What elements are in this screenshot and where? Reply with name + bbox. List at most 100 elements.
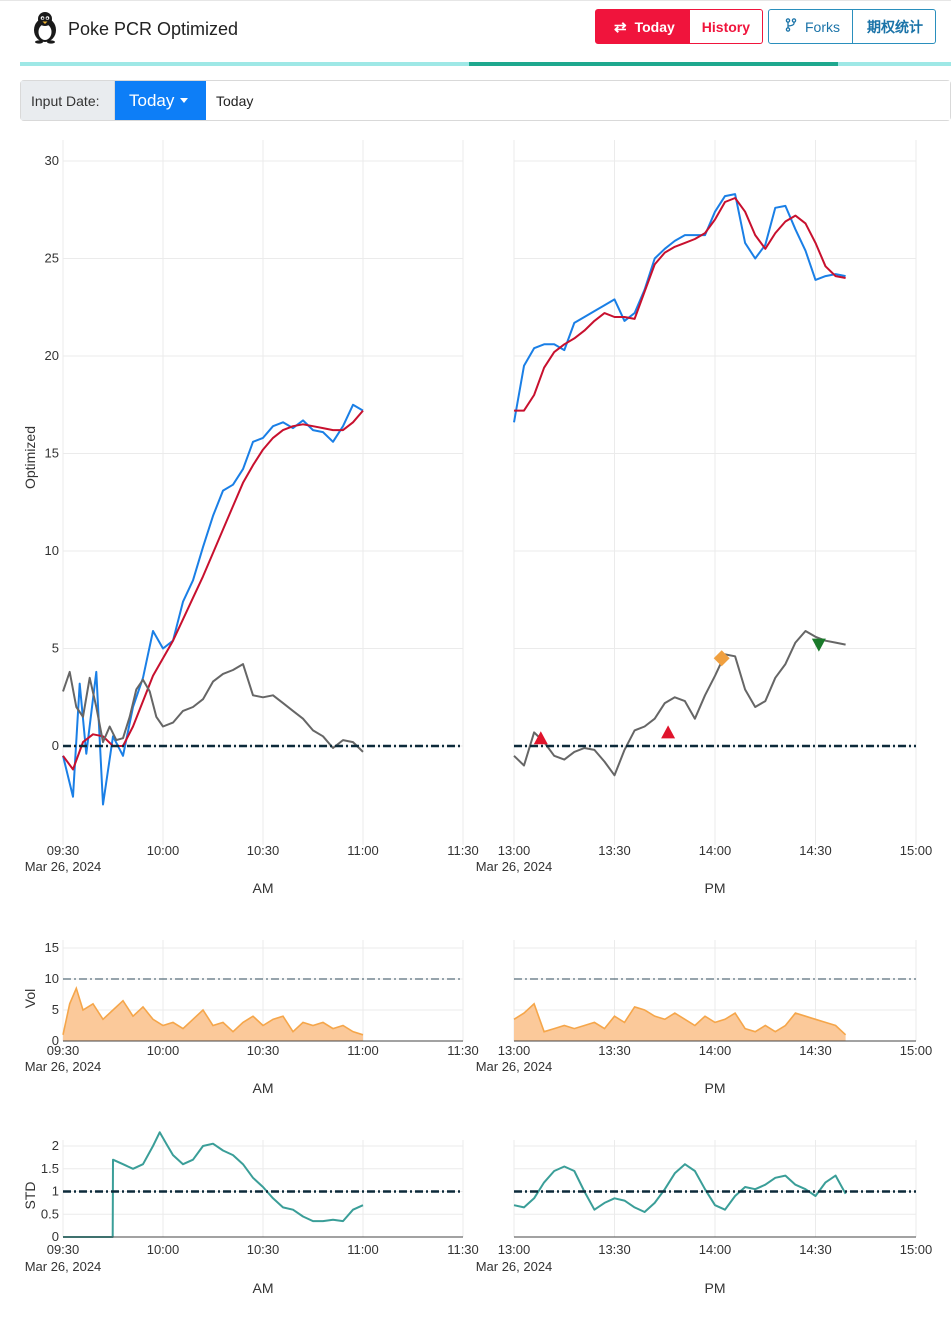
signal-marker-triangle-up — [661, 725, 676, 739]
session-label: PM — [705, 880, 726, 896]
session-label: AM — [253, 880, 274, 896]
x-tick-label: 10:30 — [247, 843, 280, 858]
series-line-1-pm — [514, 197, 846, 412]
history-button[interactable]: History — [689, 9, 764, 44]
x-tick-label: 14:30 — [799, 843, 832, 858]
fork-icon — [785, 18, 797, 35]
x-tick-label: 14:30 — [799, 1043, 832, 1058]
x-tick-label: 10:30 — [247, 1242, 280, 1257]
session-label: AM — [253, 1080, 274, 1096]
x-axis-date-label: Mar 26, 2024 — [476, 1059, 553, 1074]
x-tick-label: 14:00 — [699, 1242, 732, 1257]
x-tick-label: 13:30 — [598, 1242, 631, 1257]
x-tick-label: 10:30 — [247, 1043, 280, 1058]
y-tick-label: 0 — [52, 738, 59, 753]
std-line-pm — [513, 1163, 847, 1213]
x-tick-label: 13:30 — [598, 843, 631, 858]
y-tick-label: 10 — [45, 543, 59, 558]
x-tick-label: 10:00 — [147, 843, 180, 858]
x-axis-date-label: Mar 26, 2024 — [476, 859, 553, 874]
y-tick-label: 15 — [45, 446, 59, 461]
input-date-label: Input Date: — [21, 81, 115, 120]
x-axis-date-label: Mar 26, 2024 — [25, 1059, 102, 1074]
x-tick-label: 11:00 — [347, 1242, 379, 1257]
x-tick-label: 09:30 — [47, 843, 80, 858]
x-tick-label: 11:00 — [347, 1043, 379, 1058]
x-tick-label: 15:00 — [900, 1043, 933, 1058]
x-axis-date-label: Mar 26, 2024 — [476, 1259, 553, 1274]
y-axis-label: Optimized — [22, 426, 38, 489]
loading-progress-fill — [469, 62, 838, 66]
x-tick-label: 13:30 — [598, 1043, 631, 1058]
swap-arrows-icon: ⇄ — [614, 18, 627, 36]
x-tick-label: 13:00 — [498, 843, 531, 858]
y-tick-label: 2 — [52, 1138, 59, 1153]
series-line-2-am — [62, 663, 364, 753]
y-tick-label: 5 — [52, 641, 59, 656]
y-tick-label: 5 — [52, 1002, 59, 1017]
x-tick-label: 10:00 — [147, 1043, 180, 1058]
y-tick-label: 0 — [52, 1033, 59, 1048]
y-tick-label: 30 — [45, 153, 59, 168]
y-tick-label: 25 — [45, 251, 59, 266]
option-stats-button-label: 期权统计 — [867, 18, 923, 35]
app-title: Poke PCR Optimized — [68, 19, 239, 39]
volume-area-am — [63, 988, 363, 1041]
history-button-label: History — [701, 18, 751, 35]
signal-marker-diamond — [713, 650, 730, 667]
today-button-label: Today — [634, 18, 675, 35]
brand[interactable]: Poke PCR Optimized — [28, 10, 238, 49]
x-tick-label: 10:00 — [147, 1242, 180, 1257]
repo-toggle: Forks 期权统计 — [768, 9, 936, 44]
caret-down-icon — [180, 98, 189, 103]
date-input-group: Input Date: Today — [20, 80, 951, 121]
std-line-am — [63, 1131, 364, 1238]
series-line-1-am — [62, 409, 364, 771]
series-line-0-am — [62, 403, 364, 806]
date-dropdown-button[interactable]: Today — [115, 81, 206, 120]
series-line-2-pm — [513, 630, 846, 777]
session-label: AM — [253, 1280, 274, 1296]
x-axis-date-label: Mar 26, 2024 — [25, 1259, 102, 1274]
today-button[interactable]: ⇄ Today — [595, 9, 690, 44]
x-tick-label: 13:00 — [498, 1242, 531, 1257]
forks-button-label: Forks — [805, 18, 840, 35]
x-tick-label: 09:30 — [47, 1043, 80, 1058]
y-tick-label: 0 — [52, 1229, 59, 1244]
x-tick-label: 14:00 — [699, 1043, 732, 1058]
signal-marker-triangle-down — [811, 638, 826, 652]
mode-toggle: ⇄ Today History — [595, 9, 764, 44]
option-stats-button[interactable]: 期权统计 — [853, 9, 936, 44]
x-tick-label: 11:30 — [447, 1242, 479, 1257]
series-line-0-pm — [513, 193, 846, 423]
y-tick-label: 20 — [45, 348, 59, 363]
y-tick-label: 10 — [45, 971, 59, 986]
x-tick-label: 11:00 — [347, 843, 379, 858]
x-tick-label: 15:00 — [900, 1242, 933, 1257]
date-dropdown-label: Today — [129, 90, 175, 110]
y-tick-label: 1.5 — [41, 1161, 59, 1176]
y-axis-label: Vol — [22, 989, 38, 1008]
signal-marker-triangle-up — [533, 731, 548, 745]
x-tick-label: 13:00 — [498, 1043, 531, 1058]
y-tick-label: 15 — [45, 940, 59, 955]
session-label: PM — [705, 1080, 726, 1096]
x-tick-label: 14:00 — [699, 843, 732, 858]
x-axis-date-label: Mar 26, 2024 — [25, 859, 102, 874]
x-tick-label: 14:30 — [799, 1242, 832, 1257]
y-tick-label: 0.5 — [41, 1206, 59, 1221]
volume-line-pm — [513, 1002, 847, 1036]
y-tick-label: 1 — [52, 1184, 59, 1199]
session-label: PM — [705, 1280, 726, 1296]
x-tick-label: 09:30 — [47, 1242, 80, 1257]
date-input[interactable] — [206, 81, 950, 120]
loading-progress-bar — [20, 62, 951, 66]
penguin-logo-icon — [28, 10, 62, 49]
volume-line-am — [62, 985, 364, 1036]
x-tick-label: 11:30 — [447, 843, 479, 858]
volume-area-pm — [514, 1003, 846, 1041]
x-tick-label: 11:30 — [447, 1043, 479, 1058]
forks-button[interactable]: Forks — [768, 9, 853, 44]
y-axis-label: STD — [22, 1182, 38, 1210]
